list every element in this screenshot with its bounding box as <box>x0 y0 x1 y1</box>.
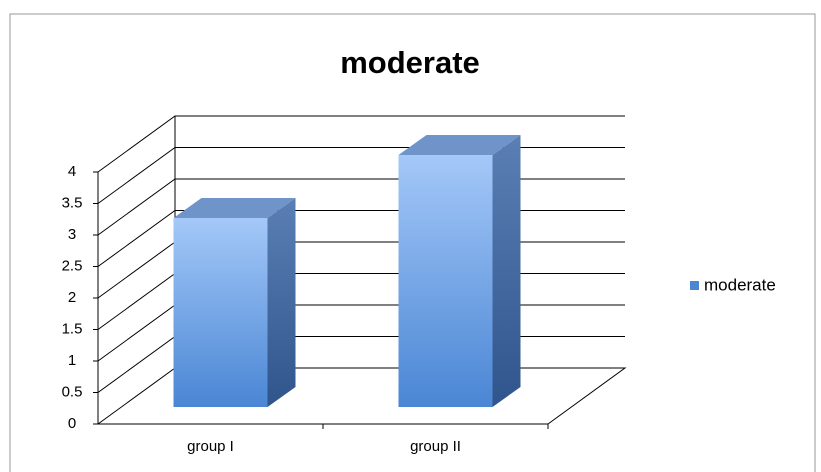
bar-front <box>173 218 268 407</box>
y-tick-label: 1.5 <box>62 320 83 337</box>
y-tick-label: 1 <box>68 352 76 369</box>
bar <box>173 198 296 407</box>
grid-line <box>97 115 625 173</box>
x-tick-label: group I <box>187 438 234 455</box>
bar-top <box>173 198 296 218</box>
chart-title: moderate <box>340 45 480 80</box>
y-tick-label: 3.5 <box>62 194 83 211</box>
y-tick-label: 0 <box>68 415 76 432</box>
y-tick-label: 2.5 <box>62 257 83 274</box>
legend-swatch <box>690 281 699 290</box>
y-tick-label: 4 <box>68 163 76 180</box>
y-tick-label: 0.5 <box>62 383 83 400</box>
bar-side <box>492 135 521 407</box>
y-tick-label: 3 <box>68 226 76 243</box>
x-tick-label: group II <box>410 438 461 455</box>
bar-front <box>398 155 493 407</box>
bar-top <box>398 135 521 155</box>
bar <box>398 135 521 407</box>
y-tick-label: 2 <box>68 289 76 306</box>
bar-side <box>267 198 296 407</box>
legend-label: moderate <box>704 275 776 294</box>
